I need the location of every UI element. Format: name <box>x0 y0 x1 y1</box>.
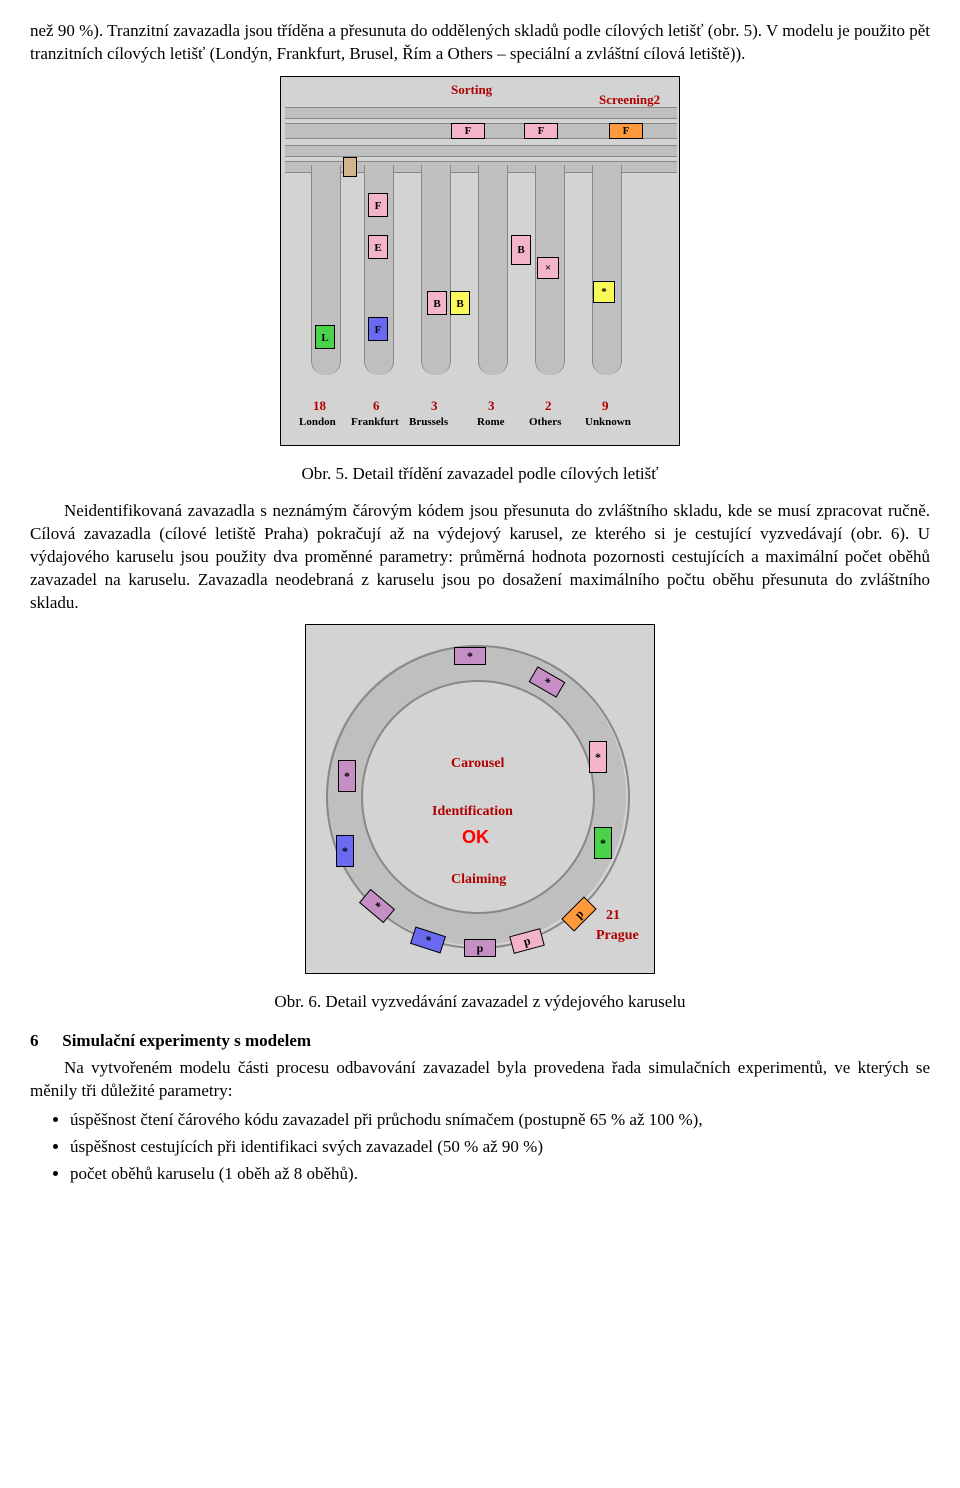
label-prague: Prague <box>596 927 639 946</box>
count-4: 2 <box>545 397 552 415</box>
lane-bag-6: B <box>511 235 531 265</box>
count-2: 3 <box>431 397 438 415</box>
lane-bag-3: F <box>368 317 388 341</box>
section-heading: 6 Simulační experimenty s modelem <box>30 1030 930 1053</box>
carousel-bag-2: * <box>589 741 607 773</box>
figure-1-sorting: Sorting Screening2 F F F L F E F B B B ×… <box>280 76 680 446</box>
lane-bag-7: × <box>537 257 559 279</box>
count-1: 6 <box>373 397 380 415</box>
count-0: 18 <box>313 397 326 415</box>
lane-2 <box>421 165 451 375</box>
bullet-2: úspěšnost cestujících při identifikaci s… <box>70 1136 930 1159</box>
lane-bag-0: L <box>315 325 335 349</box>
figure-1-wrap: Sorting Screening2 F F F L F E F B B B ×… <box>30 76 930 453</box>
name-3: Rome <box>477 415 505 430</box>
count-3: 3 <box>488 397 495 415</box>
track-top-3 <box>285 145 677 157</box>
name-0: London <box>299 415 336 430</box>
lane-bag-2: E <box>368 235 388 259</box>
name-2: Brussels <box>409 415 448 430</box>
top-bag-1: F <box>524 123 558 139</box>
label-identification: Identification <box>432 803 513 822</box>
name-5: Unknown <box>585 415 631 430</box>
label-count: 21 <box>606 907 620 926</box>
count-5: 9 <box>602 397 609 415</box>
label-carousel: Carousel <box>451 755 504 774</box>
lane-bag-8: * <box>593 281 615 303</box>
top-bag-2: F <box>609 123 643 139</box>
name-4: Others <box>529 415 561 430</box>
misc-block <box>343 157 357 177</box>
bullet-1: úspěšnost čtení čárového kódu zavazadel … <box>70 1109 930 1132</box>
caption-1: Obr. 5. Detail třídění zavazadel podle c… <box>30 463 930 486</box>
bullet-3: počet oběhů karuselu (1 oběh až 8 oběhů)… <box>70 1163 930 1186</box>
track-top-1 <box>285 107 677 119</box>
carousel-bag-0: * <box>454 647 486 665</box>
section-number: 6 <box>30 1030 58 1053</box>
figure-2-wrap: ****ppp**** Carousel Identification OK C… <box>30 624 930 981</box>
carousel-bag-6: p <box>464 939 496 957</box>
label-ok: OK <box>462 825 489 849</box>
label-screening2: Screening2 <box>599 91 660 109</box>
lane-bag-1: F <box>368 193 388 217</box>
paragraph-1: než 90 %). Tranzitní zavazadla jsou tříd… <box>30 20 930 66</box>
lane-3 <box>478 165 508 375</box>
carousel-bag-3: * <box>594 827 612 859</box>
lane-bag-4: B <box>427 291 447 315</box>
figure-2-carousel: ****ppp**** Carousel Identification OK C… <box>305 624 655 974</box>
top-bag-0: F <box>451 123 485 139</box>
carousel-bag-10: * <box>338 760 356 792</box>
paragraph-2: Neidentifikovaná zavazadla s neznámým čá… <box>30 500 930 615</box>
bullet-list: úspěšnost čtení čárového kódu zavazadel … <box>70 1109 930 1186</box>
label-claiming: Claiming <box>451 871 506 890</box>
caption-2: Obr. 6. Detail vyzvedávání zavazadel z v… <box>30 991 930 1014</box>
carousel-bag-9: * <box>336 835 354 867</box>
lane-bag-5: B <box>450 291 470 315</box>
lane-5 <box>592 165 622 375</box>
name-1: Frankfurt <box>351 415 399 430</box>
paragraph-3: Na vytvořeném modelu části procesu odbav… <box>30 1057 930 1103</box>
section-title: Simulační experimenty s modelem <box>62 1031 311 1050</box>
label-sorting: Sorting <box>451 81 492 99</box>
